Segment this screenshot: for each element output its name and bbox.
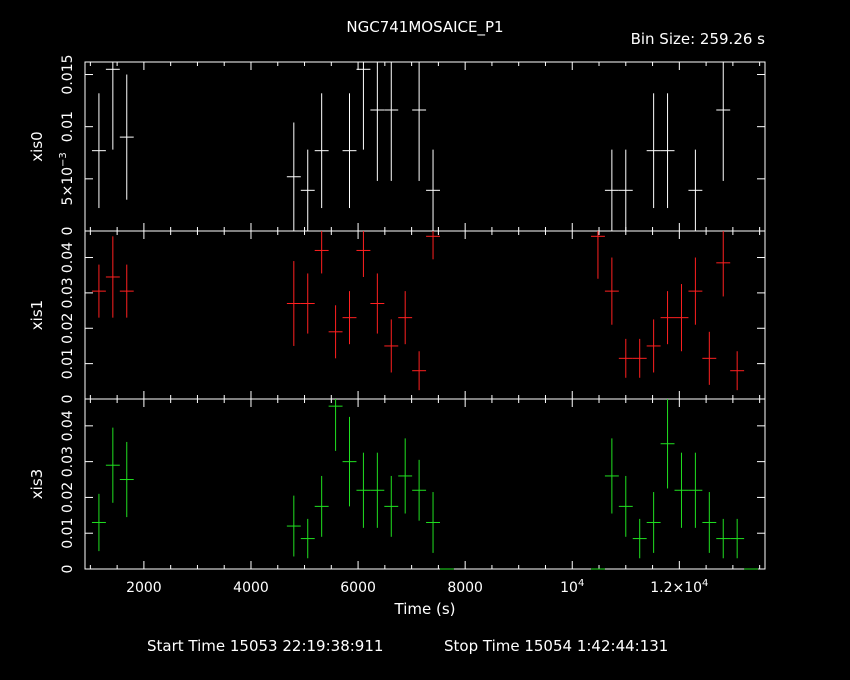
y-tick-label-xis1: 0.01: [60, 348, 76, 379]
panel-frame-xis3: [84, 398, 766, 570]
y-tick-label-xis3: 0: [60, 565, 76, 574]
y-tick-label-xis3: 0.03: [60, 446, 76, 477]
chart-title: NGC741MOSAICE_P1: [346, 18, 503, 37]
stop-time-label: Stop Time 15054 1:42:44:131: [444, 637, 668, 655]
x-axis-label: Time (s): [394, 600, 456, 618]
x-tick-label: 1.2×104: [650, 578, 708, 596]
y-tick-label-xis3: 0.02: [60, 482, 76, 513]
y-tick-label-xis0: 5×10−3: [58, 152, 76, 205]
bin-size-label: Bin Size: 259.26 s: [631, 30, 766, 48]
x-tick-label: 4000: [233, 580, 269, 596]
x-tick-label: 104: [560, 578, 584, 596]
y-tick-label-xis1: 0.04: [60, 242, 76, 273]
y-tick-label-xis0: 0: [60, 227, 76, 236]
y-tick-label-xis3: 0.04: [60, 410, 76, 441]
y-tick-label-xis0: 0.01: [60, 111, 76, 142]
y-tick-label-xis3: 0.01: [60, 518, 76, 549]
panel-frame-xis0: [84, 61, 766, 232]
start-time-label: Start Time 15053 22:19:38:911: [147, 637, 383, 655]
y-tick-label-xis1: 0.02: [60, 313, 76, 344]
panels-group: 0 5×10−3 0.01 0.015 xis0 0 0.01 0.02 0.03 0.04 xis…: [28, 54, 766, 596]
y-axis-label-xis1: xis1: [28, 300, 46, 330]
y-axis-label-xis3: xis3: [28, 469, 46, 499]
y-axis-label-xis0: xis0: [28, 131, 46, 161]
y-tick-label-xis1: 0.03: [60, 277, 76, 308]
panel-frame-xis1: [84, 230, 766, 400]
x-tick-label: 6000: [340, 580, 376, 596]
x-tick-label: 2000: [126, 580, 162, 596]
y-tick-label-xis0: 0.015: [60, 54, 76, 94]
x-tick-label: 8000: [447, 580, 483, 596]
y-tick-label-xis1: 0: [60, 395, 76, 404]
